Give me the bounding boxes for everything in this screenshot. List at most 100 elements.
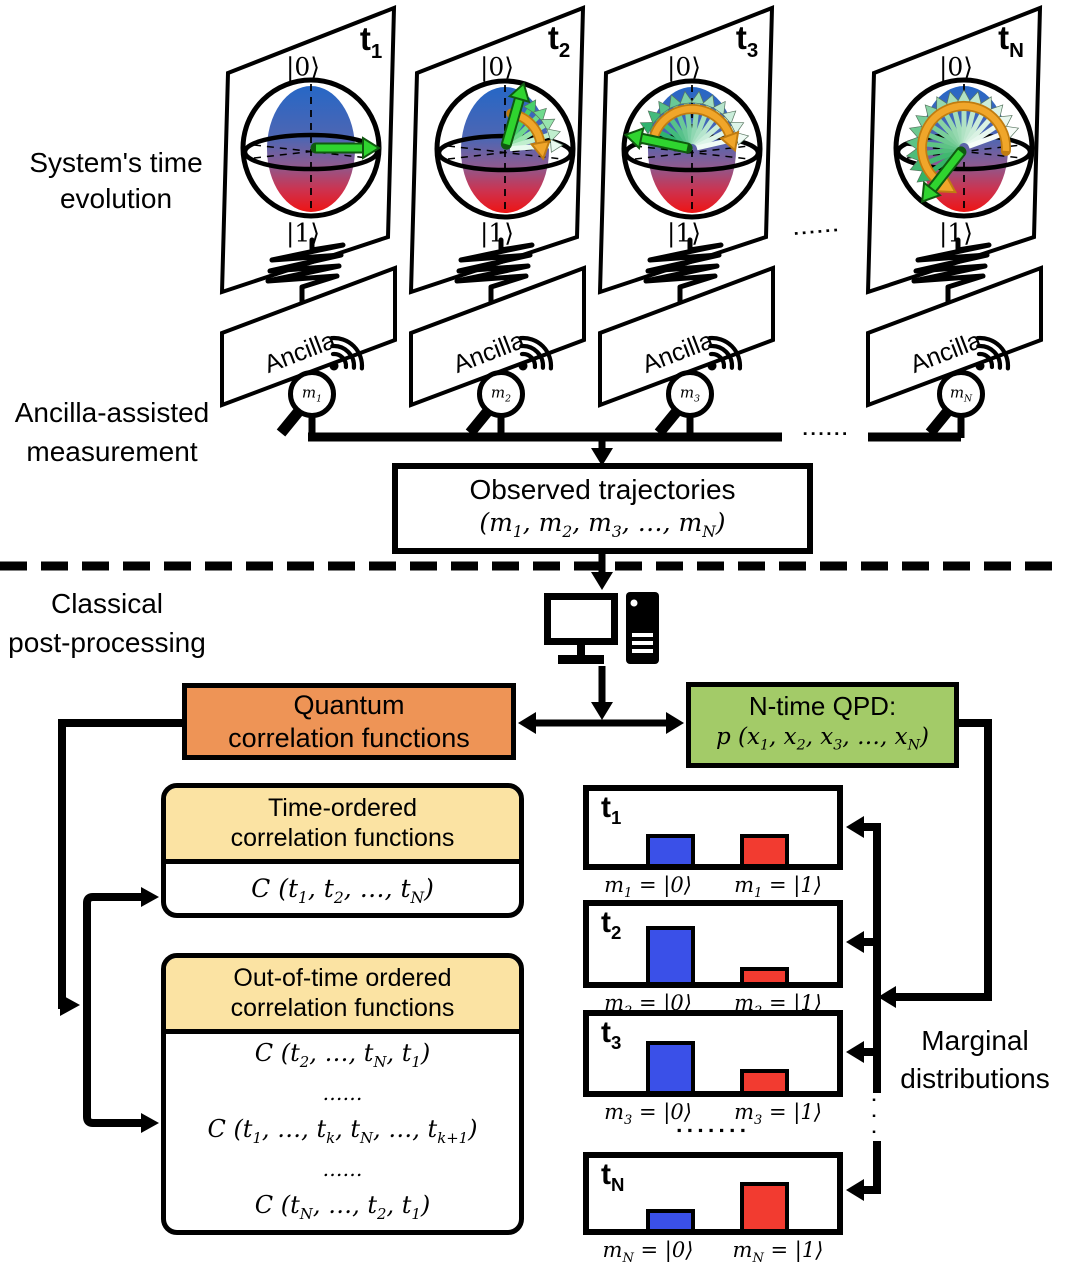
bloch-sphere-2 (434, 78, 576, 220)
time-label-tN: tN (998, 19, 1024, 62)
state-arrow-head (507, 81, 531, 104)
rotation-arc-head (529, 139, 551, 161)
bar-m0 (646, 834, 695, 864)
signal-arc (519, 343, 546, 370)
ancilla-plate (866, 265, 1043, 408)
ancilla-plate (598, 265, 775, 408)
time-label-t1: t1 (359, 20, 383, 63)
histogram-time-label: tN (601, 1158, 625, 1195)
histogram-time-label: t1 (601, 791, 622, 828)
bar-m1 (740, 834, 789, 864)
state-arrow-head (546, 128, 562, 143)
bar-m0 (646, 926, 695, 982)
axis-dashed (634, 145, 750, 160)
signal-arc (330, 351, 349, 370)
ellipsis-histograms: ▪▪▪▪▪▪▪ (676, 1122, 752, 1138)
outcome-label: m3 = |1⟩ (734, 1100, 822, 1129)
meter-label-m1: m1 (301, 383, 323, 405)
bar-m0 (646, 1209, 695, 1229)
label-classical-postprocessing-2: post-processing (8, 627, 206, 658)
otoc-formula-row: C (tN, …, t2, t1) (254, 1191, 431, 1223)
connector-qpd-to-marginals (846, 719, 992, 1201)
observed-trajectories-box: Observed trajectories (m1, m2, m3, …, mN… (392, 463, 813, 554)
signal-arc (519, 351, 538, 370)
ket1-label: |1⟩ (285, 218, 321, 248)
state-arrow-head (623, 126, 645, 150)
ket1-label: |1⟩ (666, 218, 702, 248)
meter-label-m3: m3 (679, 383, 701, 405)
bloch-sphere-4 (893, 77, 1035, 219)
time-ordered-header-line2: correlation functions (230, 824, 455, 852)
otoc-box: Out-of-time ordered correlation function… (161, 953, 524, 1235)
bar-m0 (646, 1041, 695, 1091)
signal-dot (518, 361, 528, 371)
label-ancilla-measurement-2: measurement (26, 436, 198, 467)
signal-arc (707, 335, 743, 371)
otoc-ellipsis-row: …… (322, 1080, 363, 1105)
magnifier-handle (654, 407, 682, 437)
magnifier-icon (654, 370, 714, 438)
arrow-computer-to-branches (591, 666, 613, 720)
signal-arc (518, 335, 554, 371)
ancilla-plate (220, 265, 397, 408)
arrow-observed-to-computer (591, 553, 613, 590)
state-arrow-head (690, 90, 705, 105)
label-system-time-evolution-1: System's time (29, 147, 203, 178)
connector-quantum-to-correlations (58, 719, 182, 1133)
ket0-label: |0⟩ (479, 52, 515, 82)
observed-title: Observed trajectories (469, 474, 736, 505)
otoc-header-line2: correlation functions (230, 994, 455, 1022)
magnifier-icon (465, 370, 525, 438)
signal-arc (330, 343, 357, 370)
bar-m1 (740, 1069, 789, 1091)
time-ordered-box: Time-ordered correlation functions C (t1… (161, 783, 524, 918)
signal-icon (329, 335, 365, 371)
outcome-label: m1 = |0⟩ (604, 873, 692, 902)
histogram-t1: t1 m1 = |0⟩ m1 = |1⟩ (583, 785, 843, 901)
meter-label-mN: mN (949, 383, 973, 405)
qpd-title: N-time QPD: (748, 691, 897, 721)
signal-arc (708, 351, 727, 370)
ellipsis-bus: ▪▪▪▪▪▪ (803, 428, 851, 440)
signal-dot (329, 361, 339, 371)
state-arrow-head (669, 94, 683, 109)
outcome-label: m3 = |0⟩ (604, 1100, 692, 1129)
outcome-label: m1 = |1⟩ (734, 873, 822, 902)
time-label-t3: t3 (735, 19, 759, 62)
observed-formula: (m1, m2, m3, …, mN) (479, 508, 726, 541)
signal-icon (518, 335, 554, 371)
otoc-header-line1: Out-of-time ordered (233, 964, 452, 992)
histogram-tN: tN mN = |0⟩ mN = |1⟩ (583, 1152, 843, 1266)
computer-icon (544, 592, 659, 664)
state-arrow-shaft (503, 98, 523, 146)
signal-icon (975, 335, 1011, 371)
magnifier-lens (477, 370, 525, 418)
histogram-time-label: t2 (601, 906, 622, 943)
signal-icon (707, 335, 743, 371)
time-ordered-header: Time-ordered correlation functions (166, 788, 519, 864)
qpd-box: N-time QPD: p (x1, x2, x3, …, xN) (686, 682, 959, 768)
signal-arc (975, 335, 1011, 371)
label-ancilla-measurement-1: Ancilla-assisted (14, 397, 210, 428)
quantum-box-line2: correlation functions (228, 723, 470, 753)
label-marginal-distributions-1: Marginal (921, 1025, 1029, 1056)
histogram-time-label: t3 (601, 1016, 622, 1053)
label-marginal-distributions-2: distributions (900, 1063, 1050, 1094)
ket1-label: |1⟩ (938, 218, 974, 248)
magnifier-handle (925, 407, 953, 437)
time-label-t2: t2 (547, 19, 571, 62)
quantum-box-line1: Quantum (293, 690, 405, 720)
state-arrow-head (729, 121, 745, 135)
arrow-between-boxes (518, 712, 684, 734)
coupling-spring-icon (911, 237, 992, 308)
coupling-spring-icon (454, 237, 535, 308)
otoc-formula-row: C (t1, …, tk, tN, …, tk+1) (207, 1115, 478, 1147)
magnifier-lens (288, 370, 336, 418)
magnifier-lens (937, 370, 985, 418)
bloch-sphere-3 (621, 78, 763, 220)
time-ordered-formula: C (t1, t2, …, tN) (251, 873, 434, 907)
otoc-ellipsis-row: …… (322, 1156, 363, 1181)
state-arrow-head (550, 138, 564, 153)
